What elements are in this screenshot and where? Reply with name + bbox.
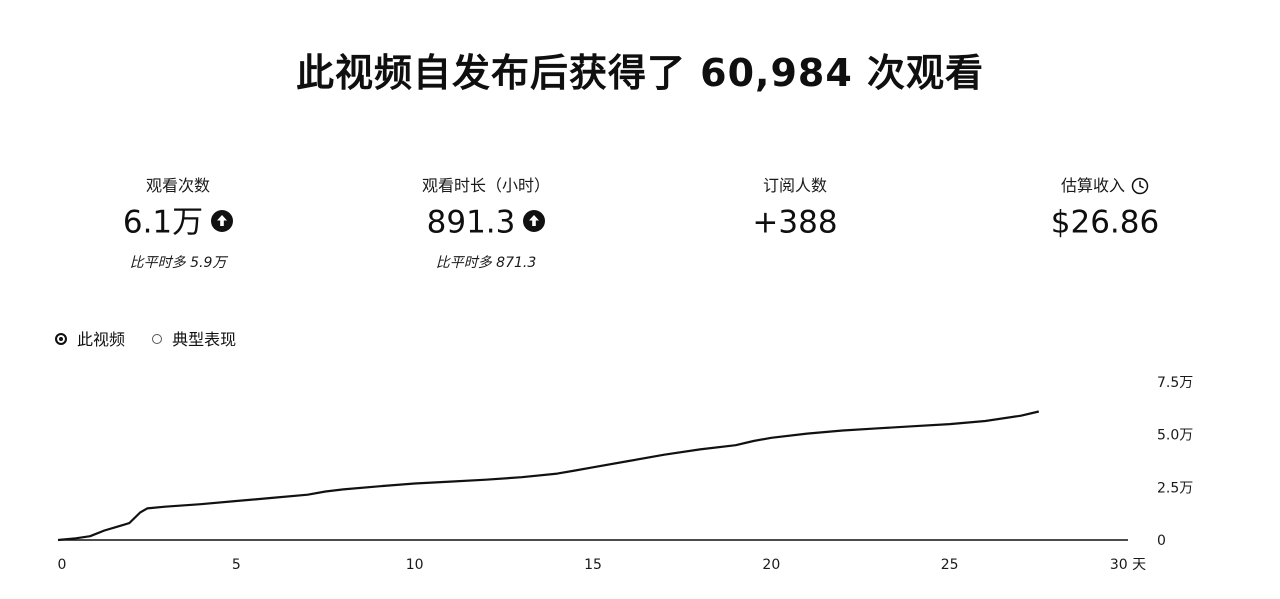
metric-views-value-row: 6.1万 — [78, 201, 278, 243]
legend-item-typical[interactable]: 典型表现 — [152, 329, 236, 351]
metric-watch-time-label: 观看时长（小时） — [421, 176, 550, 195]
metric-revenue-value-row: $26.86 — [1005, 201, 1205, 243]
x-tick-label: 0 — [58, 557, 67, 573]
y-tick-label: 2.5万 — [1157, 480, 1193, 496]
metric-subscribers-label: 订阅人数 — [762, 176, 827, 195]
metric-revenue[interactable]: 估算收入 $26.86 — [1005, 175, 1205, 243]
metric-views-label: 观看次数 — [145, 176, 210, 195]
metric-watch-time[interactable]: 观看时长（小时） 891.3 比平时多 871.3 — [386, 175, 586, 273]
metric-watch-time-value-row: 891.3 — [386, 201, 586, 243]
y-tick-label: 0 — [1157, 533, 1166, 549]
page-title: 此视频自发布后获得了 60,984 次观看 — [295, 51, 985, 95]
x-tick-label: 15 — [584, 557, 602, 573]
y-axis-ticks: 0 2.5万 5.0万 7.5万 — [1157, 375, 1193, 549]
legend-item-this-video[interactable]: 此视频 — [55, 329, 125, 351]
metric-subscribers-value: +388 — [752, 204, 838, 241]
x-tick-label: 20 — [762, 557, 780, 573]
clock-icon[interactable] — [1131, 177, 1149, 195]
x-tick-label: 5 — [232, 557, 241, 573]
y-tick-label: 7.5万 — [1157, 375, 1193, 391]
y-tick-label: 5.0万 — [1157, 428, 1193, 444]
metric-watch-time-value: 891.3 — [426, 204, 516, 241]
legend-this-video-label: 此视频 — [77, 330, 126, 349]
metric-subscribers-value-row: +388 — [695, 201, 895, 243]
legend-typical-label: 典型表现 — [172, 330, 237, 349]
metric-subscribers[interactable]: 订阅人数 +388 — [695, 175, 895, 243]
metric-revenue-value: $26.86 — [1050, 204, 1160, 241]
x-tick-label: 10 — [406, 557, 424, 573]
legend-dot-hollow-icon — [152, 333, 163, 344]
metric-views-value: 6.1万 — [122, 204, 204, 241]
x-tick-label: 30 天 — [1110, 557, 1146, 573]
metric-views[interactable]: 观看次数 6.1万 比平时多 5.9万 — [78, 175, 278, 273]
metric-revenue-label: 估算收入 — [1060, 176, 1125, 195]
metric-views-compare: 比平时多 5.9万 — [129, 254, 227, 271]
series-line-this-video[interactable] — [57, 410, 1040, 542]
metric-watch-time-compare: 比平时多 871.3 — [435, 254, 537, 271]
arrow-up-circle-icon — [523, 209, 546, 232]
legend-dot-filled-icon — [55, 332, 67, 345]
x-tick-label: 25 — [941, 557, 959, 573]
views-line-chart[interactable]: 0 5 10 15 20 25 30 天 0 2.5万 5.0万 7.5万 — [0, 360, 1280, 590]
series-layer — [57, 410, 1040, 542]
x-axis-ticks: 0 5 10 15 20 25 30 天 — [58, 557, 1147, 573]
arrow-up-circle-icon — [211, 209, 234, 232]
metric-revenue-label-row: 估算收入 — [1005, 175, 1205, 197]
chart-legend: 此视频 典型表现 — [55, 329, 258, 351]
